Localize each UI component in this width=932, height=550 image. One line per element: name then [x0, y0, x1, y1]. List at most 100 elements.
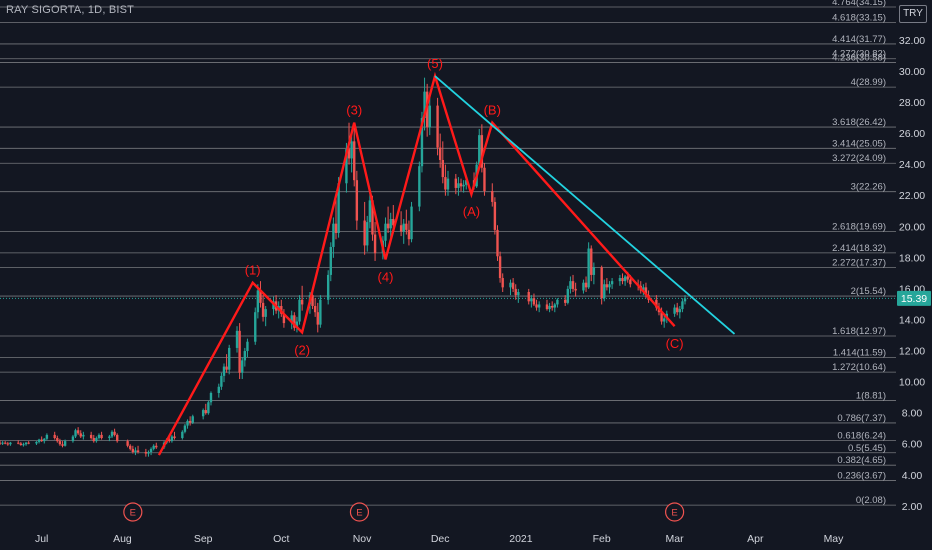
candle-body [293, 315, 296, 328]
y-tick-label: 4.00 [902, 470, 923, 482]
candle-body [0, 442, 2, 444]
candle-body [373, 234, 377, 254]
candle [584, 276, 588, 293]
candle [209, 391, 213, 406]
candle [173, 431, 176, 440]
y-tick-label: 10.00 [899, 377, 925, 389]
candle-body [553, 304, 556, 308]
candle [9, 441, 12, 446]
candle [457, 177, 460, 196]
candle-body [1, 442, 4, 444]
fib-label: 0.786(7.37) [837, 413, 886, 424]
candle [590, 245, 593, 282]
event-label: E [671, 508, 677, 519]
candle [89, 431, 93, 440]
candle [155, 442, 158, 449]
candle [571, 274, 575, 293]
candle [459, 178, 463, 192]
candle-body [63, 441, 67, 446]
candle-body [56, 438, 59, 442]
candle-body [629, 279, 632, 285]
candle [366, 215, 369, 252]
candle-body [384, 223, 387, 241]
candle-body [556, 299, 559, 305]
candle-body [316, 312, 319, 325]
candle-body [246, 341, 249, 352]
candle-body [74, 430, 77, 437]
candle-body [27, 442, 30, 444]
candle [183, 424, 187, 434]
trendline [434, 75, 736, 335]
candle [217, 383, 220, 398]
candle-body [386, 223, 390, 229]
candle-body [608, 284, 611, 288]
wave-label: (C) [666, 336, 684, 351]
fib-label: 1.618(12.97) [832, 326, 886, 337]
candle [264, 305, 267, 327]
candle-body [228, 347, 231, 370]
candle [530, 295, 533, 308]
candle [170, 434, 174, 443]
wave-label: (B) [484, 103, 501, 118]
candle-body [319, 299, 322, 325]
candle-body [410, 206, 413, 240]
y-tick-label: 28.00 [899, 97, 925, 109]
x-axis[interactable]: Jul Aug Sep Oct Nov Dec 2021 Feb Mar Apr May [35, 533, 844, 545]
candle-body [491, 191, 494, 202]
candle [92, 434, 95, 443]
y-tick-label: 24.00 [899, 159, 925, 171]
candle-body [676, 307, 679, 313]
event-marker: E [349, 502, 370, 522]
candle [402, 219, 405, 244]
candle [134, 447, 137, 456]
candle-body [256, 290, 260, 313]
candle-body [402, 223, 405, 232]
candle-body [571, 281, 575, 289]
candle-body [173, 436, 176, 439]
candle-body [457, 183, 460, 188]
candle-body [683, 298, 687, 302]
candle [110, 430, 114, 439]
candle-body [517, 292, 520, 296]
candle-body [681, 301, 684, 310]
candle-body [574, 288, 577, 291]
elliott-wave-lines [157, 71, 676, 456]
wave-label: (4) [378, 269, 394, 284]
candle [181, 430, 184, 440]
currency-button[interactable]: TRY [899, 5, 927, 23]
fib-label: 2.414(18.32) [832, 243, 886, 254]
candle [514, 284, 517, 300]
candle-body [147, 451, 150, 454]
candle [222, 363, 226, 383]
candle [446, 170, 450, 196]
wave-label: (5) [427, 56, 443, 71]
candle-body [501, 278, 504, 288]
candle [501, 273, 504, 293]
candle [116, 433, 119, 443]
candle-body [311, 295, 314, 306]
candle-body [441, 159, 444, 178]
candle [478, 128, 481, 168]
candle-body [662, 318, 666, 322]
candle [293, 312, 296, 331]
candle-body [298, 299, 301, 322]
wave-labels: (1) (2) (3) (4) (5) (A) (B) (C) [245, 56, 684, 357]
candle [61, 441, 64, 448]
candle-body [183, 425, 187, 432]
candle [608, 281, 611, 294]
fib-label: 2(15.54) [851, 286, 886, 297]
candle [261, 295, 265, 322]
y-axis[interactable]: 2.004.006.008.0010.0012.0014.0016.0018.0… [897, 35, 931, 513]
candle [45, 433, 49, 441]
candle-body [40, 439, 43, 442]
candle-body [337, 183, 340, 233]
candle [27, 441, 30, 445]
event-circle [665, 502, 685, 522]
candle-body [76, 430, 80, 434]
candle-body [537, 304, 541, 308]
candle-body [355, 180, 359, 221]
candle-body [530, 298, 533, 302]
